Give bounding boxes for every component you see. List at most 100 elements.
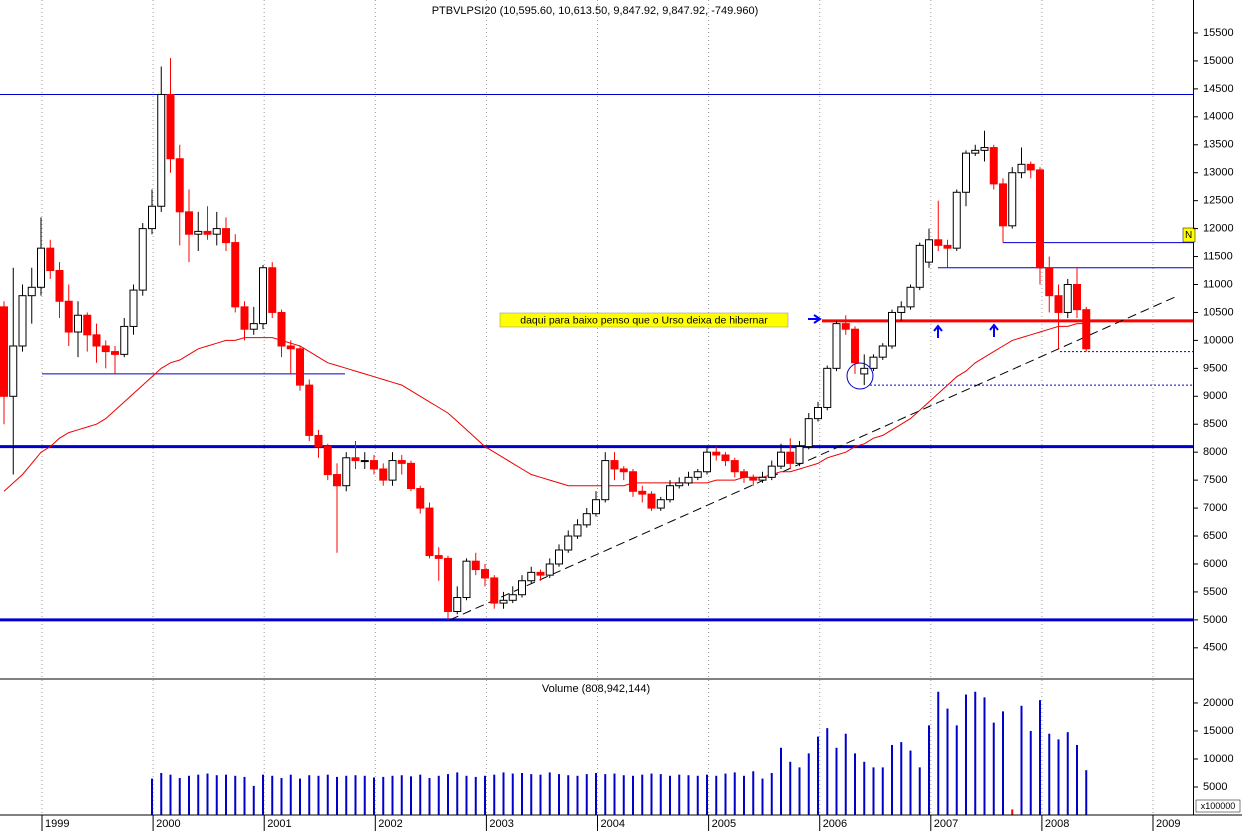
candle-body <box>527 571 536 582</box>
candle-body <box>499 599 508 604</box>
candle-body <box>943 244 952 249</box>
candle-body <box>240 306 249 330</box>
candle-body <box>231 242 240 308</box>
candle-body <box>1073 284 1081 311</box>
candle-body <box>111 351 119 355</box>
candle-body <box>296 348 304 386</box>
candle-body <box>693 471 702 478</box>
y-tick-label: 5500 <box>1203 586 1227 598</box>
y-tick-label: 14000 <box>1203 111 1234 123</box>
y-tick-label: 13000 <box>1203 167 1234 179</box>
candle-body <box>1036 169 1044 269</box>
x-tick-label: 2006 <box>823 818 847 830</box>
y-tick-label: 11500 <box>1203 250 1233 262</box>
candle-body <box>656 499 665 509</box>
candle-body <box>1008 172 1017 227</box>
candle-body <box>277 311 286 347</box>
candle-body <box>703 451 711 473</box>
candle-body <box>536 571 545 576</box>
candle-body <box>129 289 138 327</box>
candle-body <box>462 560 471 599</box>
candles <box>0 58 1091 620</box>
y-tick-label: 10500 <box>1203 306 1234 318</box>
candle-body <box>471 560 480 571</box>
candle-body <box>83 314 92 336</box>
candle-body <box>490 577 499 604</box>
candle-body <box>444 557 452 612</box>
candle-body <box>851 328 859 364</box>
candle-body <box>175 158 184 213</box>
y-tick-label: 9000 <box>1203 390 1227 402</box>
x-tick-label: 2008 <box>1045 818 1069 830</box>
candle-body <box>999 183 1007 227</box>
candle-body <box>962 152 970 193</box>
candle-body <box>1017 163 1026 174</box>
volume-tick-label: 10000 <box>1203 753 1234 765</box>
y-tick-label: 5000 <box>1203 614 1227 626</box>
marker-label: N <box>1185 230 1192 241</box>
candle-body <box>92 334 101 347</box>
candle-body <box>795 446 804 464</box>
candle-body <box>407 462 415 490</box>
candle-body <box>342 457 351 487</box>
candle-body <box>55 270 64 302</box>
candle-body <box>323 446 332 476</box>
candle-body <box>684 476 693 484</box>
candle-body <box>194 230 203 235</box>
candle-body <box>0 306 8 397</box>
candle-body <box>120 325 129 355</box>
candle-body <box>138 228 147 291</box>
x-tick-label: 2009 <box>1156 818 1180 830</box>
annotation-box <box>499 312 789 328</box>
x-tick-label: 2001 <box>267 818 291 830</box>
candle-body <box>351 457 360 462</box>
y-tick-label: 14500 <box>1203 83 1234 95</box>
candle-body <box>434 555 443 559</box>
candle-body <box>388 460 397 481</box>
candle-body <box>1045 267 1054 297</box>
volume-unit: x100000 <box>1201 801 1236 811</box>
candle-body <box>878 345 887 358</box>
candle-body <box>860 367 869 375</box>
candle-body <box>897 306 906 313</box>
volume-tick-label: 20000 <box>1203 697 1234 709</box>
candle-body <box>823 367 832 408</box>
candle-body <box>508 594 517 601</box>
candle-body <box>971 149 980 154</box>
marker-box <box>1182 227 1196 243</box>
candle-body <box>582 513 591 526</box>
y-tick-label: 9500 <box>1203 362 1227 374</box>
candle-body <box>906 286 915 308</box>
candle-body <box>592 499 600 515</box>
y-tick-label: 7000 <box>1203 502 1227 514</box>
candle-body <box>249 323 258 330</box>
y-tick-label: 15500 <box>1203 27 1234 39</box>
levels <box>0 93 1193 622</box>
y-tick-label: 12000 <box>1203 223 1234 235</box>
candle-body <box>259 267 267 325</box>
x-tick-label: 2003 <box>489 818 513 830</box>
candle-body <box>370 460 378 470</box>
candle-body <box>305 384 314 436</box>
candle-body <box>666 485 674 501</box>
y-tick-label: 15000 <box>1203 55 1234 67</box>
candle-body <box>64 300 73 333</box>
candle-body <box>675 482 684 487</box>
candle-body <box>749 476 758 481</box>
y-tick-label: 8500 <box>1203 418 1227 430</box>
candle-body <box>545 563 554 576</box>
candle-body <box>222 228 230 244</box>
candle-body <box>157 93 166 207</box>
candle-body <box>638 490 647 495</box>
candle-body <box>518 580 526 596</box>
x-tick-label: 2000 <box>156 818 180 830</box>
candle-body <box>314 434 323 448</box>
volume-tick-label: 15000 <box>1203 725 1234 737</box>
y-tick-label: 10000 <box>1203 334 1234 346</box>
candle-body <box>767 465 776 478</box>
trendline <box>449 295 1179 621</box>
candle-body <box>601 460 610 501</box>
x-tick-label: 2002 <box>378 818 402 830</box>
candle-body <box>379 468 388 481</box>
